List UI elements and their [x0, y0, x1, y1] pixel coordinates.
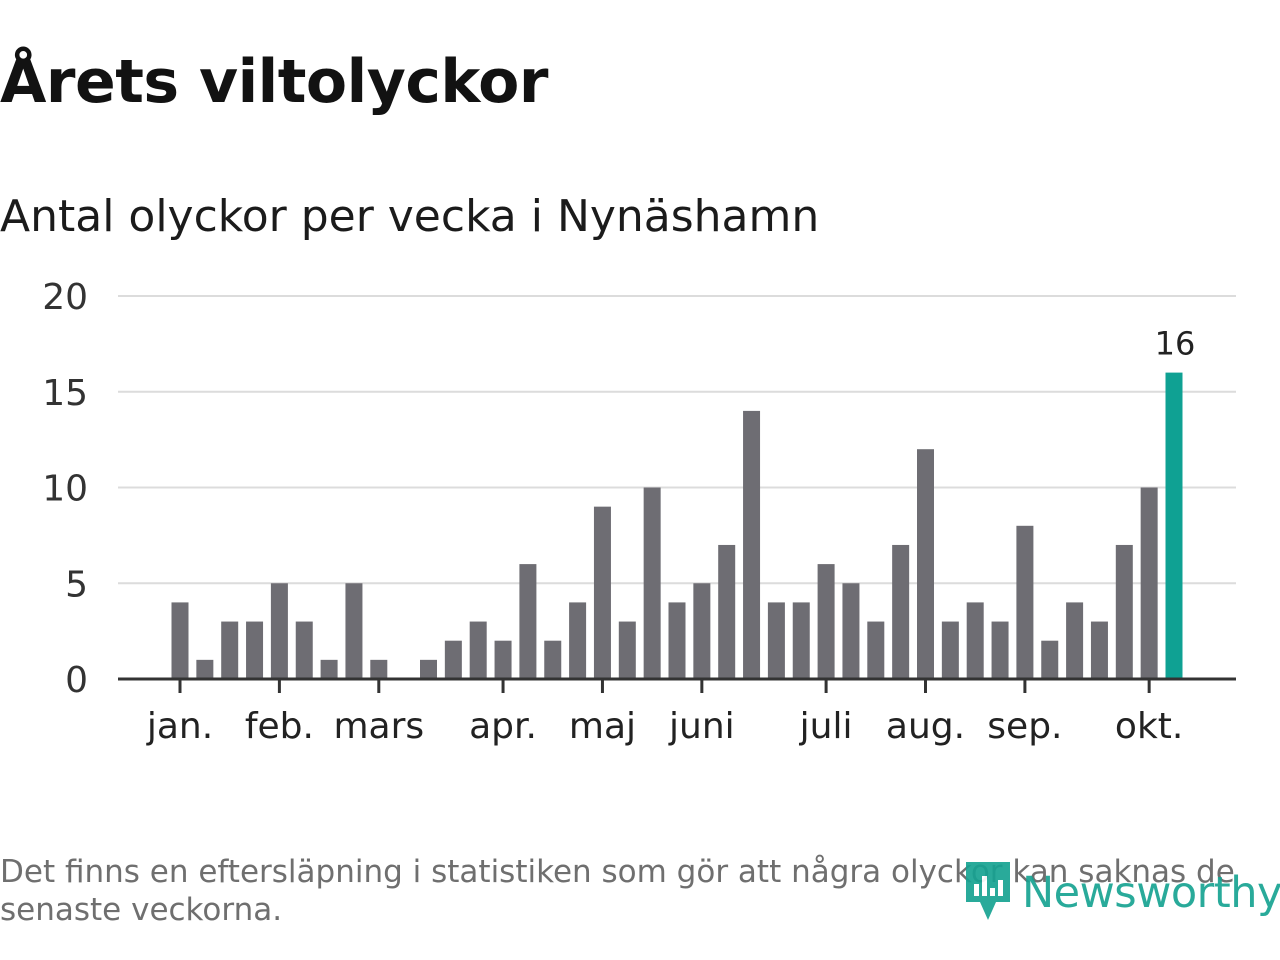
bar [270, 583, 288, 679]
bar [817, 564, 835, 679]
footnote: Det finns en eftersläpning i statistiken… [0, 854, 1235, 928]
bar [718, 544, 736, 679]
bar [171, 602, 189, 679]
bar [842, 583, 860, 679]
bars [171, 372, 1183, 679]
bar [1090, 621, 1108, 679]
x-tick-label: maj [569, 706, 636, 747]
x-tick-label: aug. [886, 706, 965, 747]
x-tick-label: juni [668, 706, 735, 747]
bar [917, 449, 934, 679]
bar [693, 583, 711, 679]
y-axis-ticks: 0 5 10 15 20 [42, 277, 88, 701]
y-tick-label: 10 [42, 469, 88, 510]
bar [1016, 525, 1034, 679]
x-tick-label: feb. [245, 706, 314, 747]
bar [345, 583, 363, 679]
bar [1041, 640, 1059, 679]
bar [941, 621, 959, 679]
gridlines [118, 295, 1236, 585]
chart-subtitle: Antal olyckor per vecka i Nynäshamn [0, 191, 820, 242]
bar [966, 602, 984, 679]
bar [792, 602, 810, 679]
x-tick-label: apr. [469, 706, 537, 747]
x-tick-label: jan. [146, 706, 213, 747]
y-tick-label: 0 [65, 660, 88, 701]
bar [1115, 544, 1133, 679]
bar [593, 506, 611, 679]
bar [892, 544, 910, 679]
bar [668, 602, 686, 679]
bar [867, 621, 885, 679]
data-labels: 16 [1155, 325, 1196, 363]
bar [991, 621, 1009, 679]
bar [295, 621, 313, 679]
weekly-bar-chart: 0 5 10 15 20 jan. feb. mars apr. maj juni juli aug.… [42, 277, 1236, 747]
x-tick-label: sep. [987, 706, 1062, 747]
x-tick-label: juli [799, 706, 853, 747]
bar [743, 410, 761, 679]
chart-title: Årets viltolyckor [0, 47, 549, 117]
bar [767, 602, 785, 679]
x-axis-ticks: jan. feb. mars apr. maj juni juli aug. sep. okt. [146, 679, 1183, 747]
bar [643, 487, 661, 679]
bar [370, 659, 388, 679]
bar [618, 621, 636, 679]
brand-name: Newsworthy [1022, 868, 1280, 918]
bar [469, 621, 487, 679]
y-tick-label: 5 [65, 564, 88, 605]
bar [420, 659, 437, 679]
y-tick-label: 20 [42, 277, 88, 318]
bar [444, 640, 462, 679]
bar [494, 640, 512, 679]
bar [320, 659, 338, 679]
x-tick-label: okt. [1115, 706, 1183, 747]
bar [544, 640, 562, 679]
bar [1165, 372, 1183, 679]
bar-chart-pin-icon [962, 858, 1014, 928]
bar [519, 564, 537, 679]
bar [569, 602, 587, 679]
x-tick-label: mars [333, 706, 424, 747]
bar [246, 621, 264, 679]
y-tick-label: 15 [42, 373, 88, 414]
bar [196, 659, 214, 679]
bar [1140, 487, 1158, 679]
brand-logo: Newsworthy [962, 858, 1280, 928]
bar [1066, 602, 1084, 679]
bar [221, 621, 239, 679]
highlight-value-label: 16 [1155, 325, 1196, 363]
